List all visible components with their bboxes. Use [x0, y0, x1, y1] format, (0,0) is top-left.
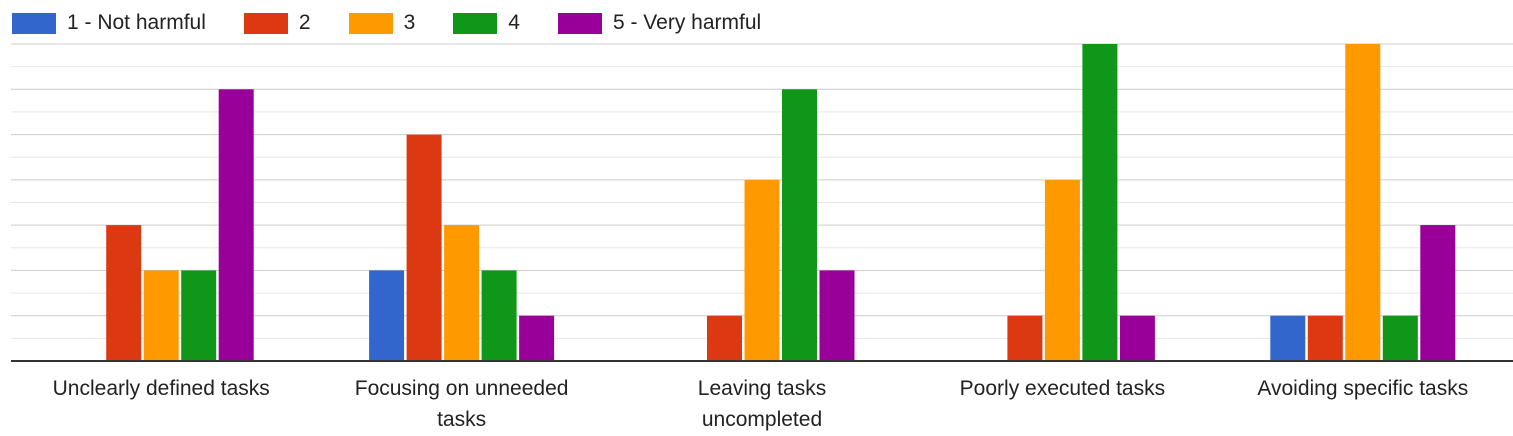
bar-cat1-series3[interactable] [143, 270, 179, 361]
gridlines [11, 43, 1513, 339]
bar-cat5-series5[interactable] [1420, 225, 1456, 361]
x-tick-label-5: Avoiding specific tasks [1257, 377, 1468, 400]
bar-cat5-series1[interactable] [1270, 315, 1306, 361]
legend-label-1: 1 - Not harmful [67, 11, 206, 34]
x-tick-label-4: Poorly executed tasks [960, 377, 1165, 400]
legend-swatch-5 [557, 12, 602, 34]
x-tick-labels: Unclearly defined tasks Focusing on unnee… [53, 377, 1469, 431]
bar-cat4-series4[interactable] [1082, 44, 1118, 361]
legend-swatch-1 [12, 12, 56, 34]
x-tick-label-3: Leaving tasks uncompleted [698, 377, 826, 431]
x-tick-label-1: Unclearly defined tasks [53, 377, 270, 400]
bar-cat2-series3[interactable] [444, 225, 480, 361]
legend-swatch-4 [453, 12, 498, 34]
bar-cat3-series3[interactable] [744, 179, 780, 361]
x-tick-label-2: Focusing on unneeded tasks [355, 377, 569, 431]
bar-cat3-series2[interactable] [707, 315, 742, 361]
chart-legend: 1 - Not harmful 2 3 4 5 - Very harmful [12, 9, 799, 37]
bar-cat2-series2[interactable] [406, 134, 442, 361]
bar-cat2-series1[interactable] [369, 270, 405, 361]
legend-swatch-2 [243, 12, 288, 34]
legend-item-5[interactable]: 5 - Very harmful [557, 11, 762, 35]
bar-cat3-series5[interactable] [819, 270, 855, 361]
bar-cat1-series5[interactable] [218, 89, 254, 362]
bar-cat5-series3[interactable] [1345, 44, 1381, 361]
bars [106, 44, 1456, 362]
legend-item-2[interactable]: 2 [243, 11, 311, 35]
legend-label-4: 4 [508, 11, 520, 34]
legend-item-3[interactable]: 3 [348, 11, 416, 35]
bar-cat4-series2[interactable] [1007, 315, 1043, 361]
legend-label-2: 2 [298, 11, 311, 34]
legend-label-5: 5 - Very harmful [612, 11, 762, 34]
bar-cat1-series4[interactable] [181, 270, 217, 361]
bar-cat2-series5[interactable] [519, 315, 555, 361]
bar-cat2-series4[interactable] [481, 270, 517, 361]
legend-label-3: 3 [403, 11, 416, 34]
bar-cat1-series2[interactable] [106, 225, 142, 361]
legend-item-1[interactable]: 1 - Not harmful [12, 11, 206, 35]
bar-cat4-series3[interactable] [1044, 179, 1080, 361]
bar-cat3-series4[interactable] [782, 89, 817, 362]
legend-swatch-3 [348, 12, 393, 34]
bar-cat5-series4[interactable] [1382, 315, 1418, 361]
bar-cat4-series5[interactable] [1119, 315, 1155, 361]
legend-item-4[interactable]: 4 [453, 11, 520, 35]
bar-cat5-series2[interactable] [1307, 315, 1343, 361]
